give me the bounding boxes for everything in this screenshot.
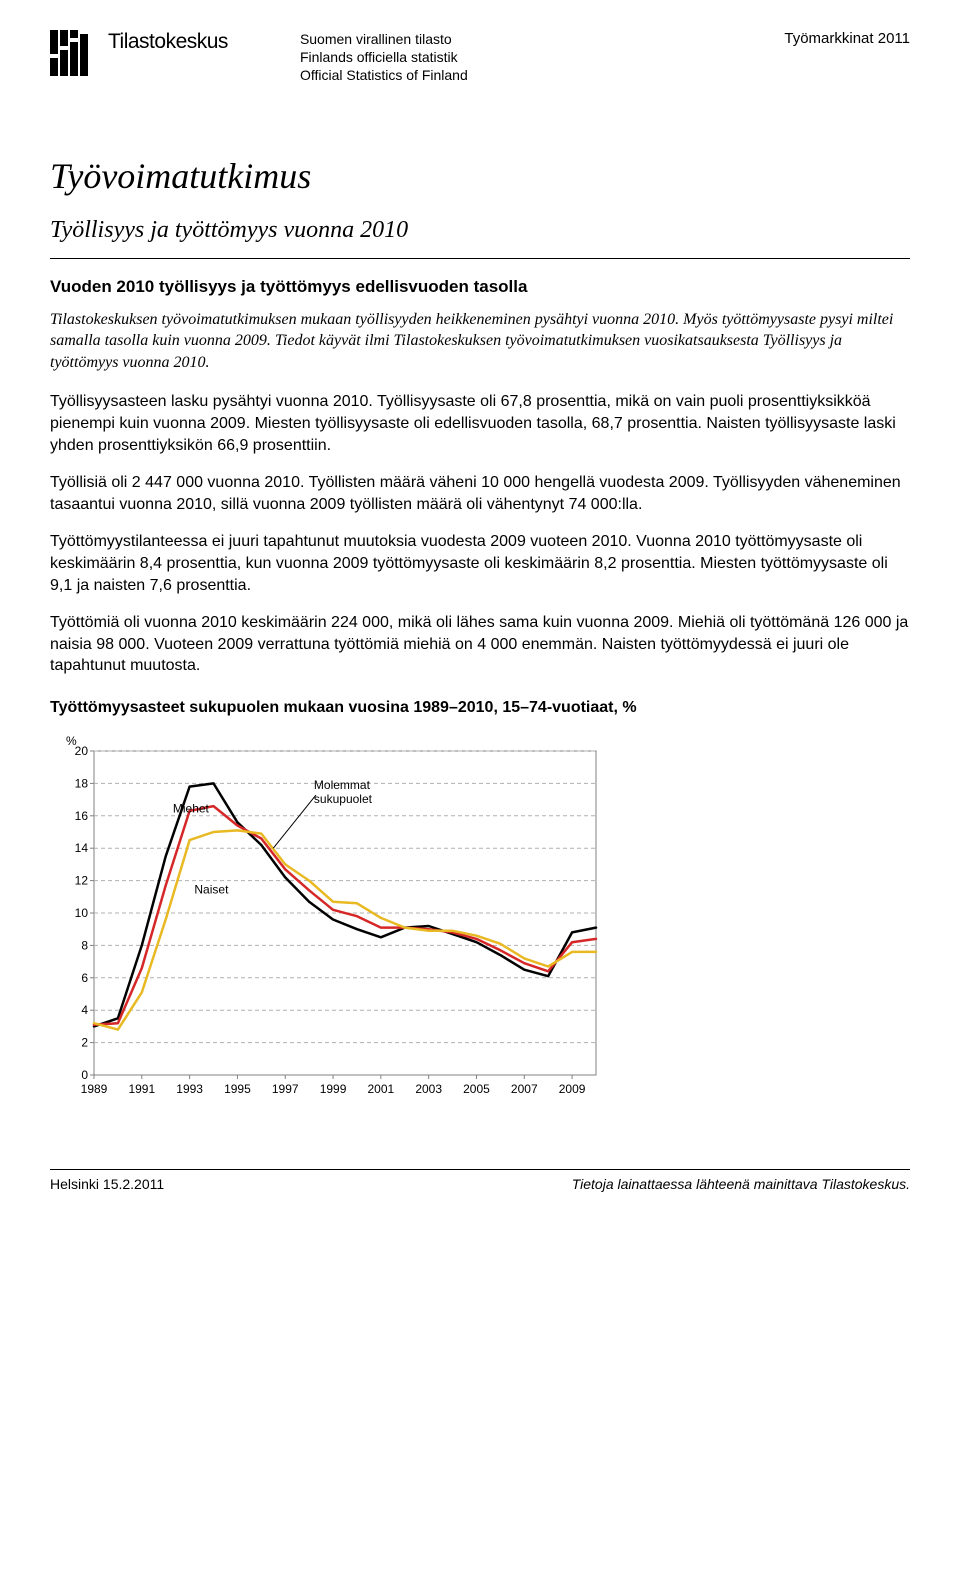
body-paragraph-1: Työllisyysasteen lasku pysähtyi vuonna 2… <box>50 391 910 456</box>
svg-text:2005: 2005 <box>463 1082 490 1096</box>
body-paragraph-4: Työttömiä oli vuonna 2010 keskimäärin 22… <box>50 612 910 677</box>
subtitle: Työllisyys ja työttömyys vuonna 2010 <box>50 217 910 244</box>
svg-text:1999: 1999 <box>320 1082 347 1096</box>
svg-text:6: 6 <box>81 971 88 985</box>
svg-text:%: % <box>66 734 77 748</box>
svg-text:18: 18 <box>75 776 89 790</box>
svg-text:sukupuolet: sukupuolet <box>314 792 373 806</box>
official-statistics-block: Suomen virallinen tilasto Finlands offic… <box>300 30 468 85</box>
section-heading: Vuoden 2010 työllisyys ja työttömyys ede… <box>50 277 910 297</box>
main-title: Työvoimatutkimus <box>50 155 910 197</box>
svg-text:Naiset: Naiset <box>194 882 229 896</box>
svg-text:0: 0 <box>81 1068 88 1082</box>
topic-label: Työmarkkinat 2011 <box>784 30 910 47</box>
official-line-fi: Suomen virallinen tilasto <box>300 30 468 48</box>
svg-text:1989: 1989 <box>81 1082 108 1096</box>
svg-text:16: 16 <box>75 809 89 823</box>
logo-text: Tilastokeskus <box>108 30 228 54</box>
page-header: Tilastokeskus Suomen virallinen tilasto … <box>50 30 910 85</box>
svg-text:Molemmat: Molemmat <box>314 778 371 792</box>
body-paragraph-2: Työllisiä oli 2 447 000 vuonna 2010. Työ… <box>50 472 910 515</box>
page-footer: Helsinki 15.2.2011 Tietoja lainattaessa … <box>50 1169 910 1192</box>
footer-citation: Tietoja lainattaessa lähteenä mainittava… <box>572 1176 910 1192</box>
svg-text:20: 20 <box>75 744 89 758</box>
header-left: Tilastokeskus Suomen virallinen tilasto … <box>50 30 468 85</box>
svg-text:1995: 1995 <box>224 1082 251 1096</box>
svg-text:1993: 1993 <box>176 1082 203 1096</box>
svg-text:10: 10 <box>75 906 89 920</box>
intro-paragraph: Tilastokeskuksen työvoimatutkimuksen muk… <box>50 309 910 374</box>
official-line-en: Official Statistics of Finland <box>300 66 468 84</box>
footer-date: Helsinki 15.2.2011 <box>50 1176 164 1192</box>
body-paragraph-3: Työttömyystilanteessa ei juuri tapahtunu… <box>50 531 910 596</box>
svg-text:Miehet: Miehet <box>173 801 210 815</box>
official-line-sv: Finlands officiella statistik <box>300 48 468 66</box>
svg-text:2009: 2009 <box>559 1082 586 1096</box>
title-rule <box>50 258 910 259</box>
svg-text:4: 4 <box>81 1003 88 1017</box>
svg-text:2: 2 <box>81 1035 88 1049</box>
svg-text:1991: 1991 <box>128 1082 155 1096</box>
chart-title: Työttömyysasteet sukupuolen mukaan vuosi… <box>50 699 910 717</box>
svg-text:2001: 2001 <box>368 1082 395 1096</box>
svg-text:1997: 1997 <box>272 1082 299 1096</box>
svg-text:14: 14 <box>75 841 89 855</box>
svg-text:2007: 2007 <box>511 1082 538 1096</box>
svg-text:8: 8 <box>81 938 88 952</box>
svg-text:12: 12 <box>75 873 89 887</box>
tilastokeskus-logo-icon <box>50 30 96 76</box>
unemployment-chart: 0 2 4 6 8 10 12 14 16 18 20% 1989 1991 1993 1995 1997 19… <box>50 729 610 1109</box>
svg-text:2003: 2003 <box>415 1082 442 1096</box>
